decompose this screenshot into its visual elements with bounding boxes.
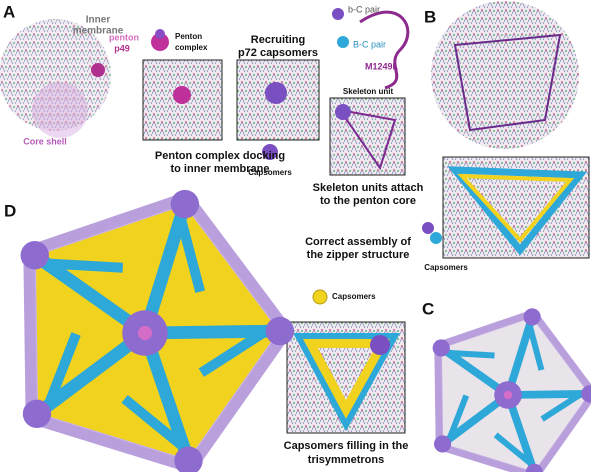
step-label: trisymmetrons: [308, 454, 384, 466]
penton-complex: [91, 63, 105, 77]
label: Capsomers: [332, 292, 376, 301]
skeleton-outline: [453, 33, 562, 132]
vertex-penton: [20, 241, 49, 270]
step-label: Skeleton units attach: [313, 182, 424, 194]
capsomer-icon-yellow: [312, 289, 328, 305]
trisymmetron-gap: [318, 348, 375, 400]
step-label: p72 capsomers: [238, 47, 318, 59]
zipper-band: [493, 432, 534, 467]
zipper-band: [526, 324, 545, 371]
zipper-band: [43, 332, 81, 408]
zipper-band: [446, 394, 470, 440]
zipper-band: [46, 258, 124, 273]
label: Capsomers: [248, 168, 292, 177]
center-penton-core: [137, 325, 153, 341]
label: B-C pair: [353, 39, 386, 49]
label: membrane: [73, 26, 124, 37]
label: Core shell: [23, 136, 67, 146]
illustrations: [0, 1, 590, 434]
zipper-band: [540, 391, 583, 422]
capsomer-icon-c: [430, 232, 442, 244]
label: M1249L: [365, 61, 399, 71]
step-label: Capsomers filling in the: [284, 440, 409, 452]
capsomer-cluster: [265, 82, 287, 104]
c-capsomer: [337, 36, 349, 48]
vertex-penton: [581, 385, 591, 403]
vertex-penton: [174, 446, 203, 472]
penton: [173, 86, 191, 104]
penton-icon: [155, 29, 165, 39]
label: Inner: [86, 15, 111, 26]
vertex-penton: [432, 339, 450, 357]
capsomer-icon-b: [422, 222, 434, 234]
zipper-yellow: [457, 173, 575, 244]
vertex-penton: [265, 316, 295, 346]
panel-label: C: [422, 299, 434, 318]
zipper-band: [198, 327, 269, 377]
vertex-penton: [523, 308, 541, 326]
label: penton: [109, 32, 139, 42]
panel-label: A: [3, 2, 15, 21]
sphere-b: [431, 1, 579, 149]
zipper-band: [121, 394, 188, 452]
step-label: Correct assembly of: [305, 236, 411, 248]
zipper-band: [448, 349, 495, 359]
labels: A B C D Inner membrane penton p49 Penton…: [3, 2, 468, 465]
vertex-penton: [22, 399, 52, 429]
penton-vertex: [370, 335, 390, 355]
label: complex: [175, 43, 208, 52]
skeleton-triangle: [337, 108, 397, 171]
zipper-band: [175, 216, 205, 293]
m1249l-chain: [359, 10, 410, 90]
label: Capsomers: [424, 263, 468, 272]
label: b-C pair: [348, 4, 380, 14]
label: Skeleton unit: [343, 87, 394, 96]
b-capsomer: [332, 8, 344, 20]
penton-core: [335, 104, 351, 120]
core-shell: [32, 82, 88, 138]
zipper-blue: [447, 166, 588, 256]
panel-label: D: [4, 201, 16, 220]
step-label: the zipper structure: [307, 249, 410, 261]
vertex-penton: [433, 435, 452, 453]
capsomer-icon: [262, 144, 278, 160]
center-penton-core: [503, 390, 513, 400]
capsids: [20, 189, 591, 472]
vertex-penton: [170, 189, 200, 219]
penton-complex-icon: [151, 33, 169, 51]
vertex-penton: [525, 463, 543, 472]
step-label: Recruiting: [251, 34, 305, 46]
label: p49: [114, 43, 130, 53]
step-label: to the penton core: [320, 195, 416, 207]
step-label: to inner membrane: [170, 163, 269, 175]
step-label: Penton complex docking: [155, 150, 285, 162]
panel-label: B: [424, 7, 436, 26]
label: Penton: [175, 32, 202, 41]
inner-membrane-sphere: [0, 19, 111, 131]
